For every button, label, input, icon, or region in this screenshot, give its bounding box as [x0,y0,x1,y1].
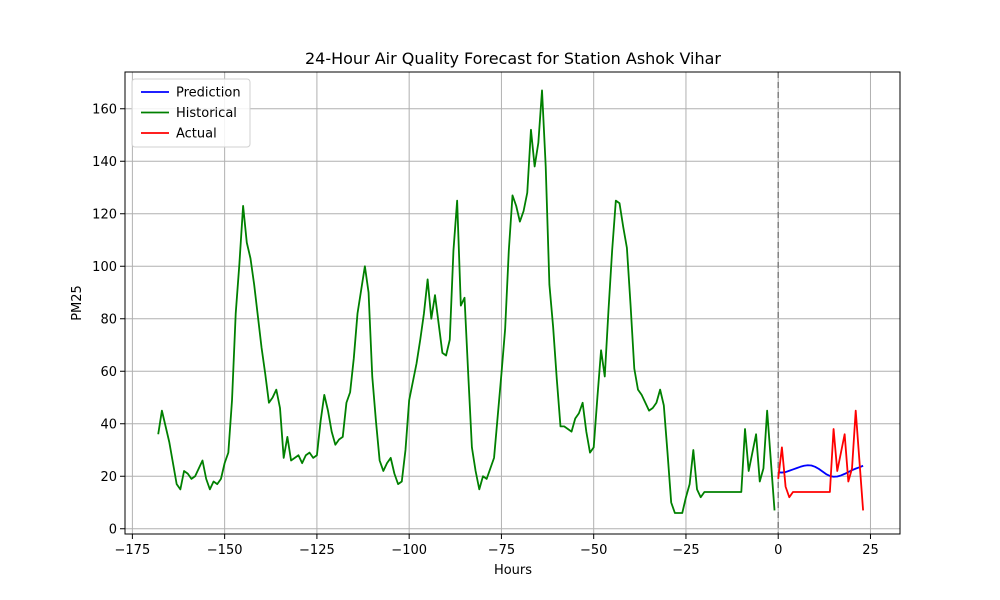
x-tick-label: −50 [580,543,607,558]
y-tick-label: 60 [100,365,117,380]
grid-lines [125,72,900,534]
y-tick-label: 80 [100,312,117,327]
y-tick-label: 0 [109,522,117,537]
x-tick-label: 0 [774,543,782,558]
legend-label-actual: Actual [176,127,217,142]
legend-label-historical: Historical [176,106,237,121]
y-tick-label: 120 [92,207,117,222]
y-tick-label: 40 [100,417,117,432]
y-tick-label: 20 [100,470,117,485]
series-line-actual [777,409,864,511]
series-line-prediction [778,464,864,478]
series-lines [157,89,864,514]
x-tick-label: −100 [391,543,427,558]
legend-box [131,78,251,148]
x-tick-label: −125 [299,543,335,558]
legend-label-prediction: Prediction [176,86,241,101]
y-tick-label: 140 [92,155,117,170]
y-axis-label: PM25 [70,285,85,321]
legend: Prediction Historical Actual [131,78,251,148]
x-tick-label: −175 [115,543,151,558]
x-tick-label: −150 [207,543,243,558]
x-axis-label: Hours [494,563,532,578]
y-tick-label: 100 [92,260,117,275]
x-tick-label: 25 [862,543,879,558]
chart-title: 24-Hour Air Quality Forecast for Station… [305,49,721,68]
x-axis-ticks: −175 −150 −125 −100 −75 −50 −25 0 25 [115,534,879,558]
y-axis-ticks: 0 20 40 60 80 100 120 140 160 [92,102,125,537]
y-tick-label: 160 [92,102,117,117]
plot-frame [124,71,901,535]
x-tick-label: −25 [672,543,699,558]
series-line-historical [157,89,776,514]
x-tick-label: −75 [488,543,515,558]
